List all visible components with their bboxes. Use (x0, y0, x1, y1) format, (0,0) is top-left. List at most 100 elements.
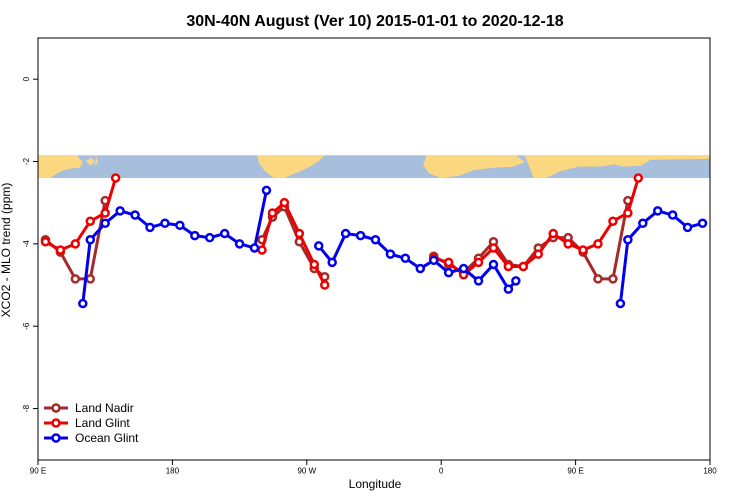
map-land (627, 155, 636, 167)
data-point-land-glint (279, 197, 290, 208)
y-tick-label: 0 (22, 76, 31, 81)
map-land (94, 156, 98, 167)
data-point-land-nadir (608, 274, 618, 284)
data-point-land-glint (533, 249, 544, 259)
map-land (423, 155, 525, 178)
data-point-ocean-glint (85, 234, 96, 245)
data-point-ocean-glint (458, 263, 469, 274)
data-point-land-glint (70, 239, 81, 249)
data-point-land-glint (608, 216, 618, 226)
data-point-land-glint (593, 239, 603, 249)
data-point-land-glint (100, 208, 110, 218)
data-point-land-glint (443, 257, 454, 268)
data-point-ocean-glint (78, 298, 88, 309)
series-land-glint (40, 173, 644, 290)
data-point-ocean-glint (100, 218, 110, 229)
x-axis: 90 E 180 90 W 0 90 E 180 (30, 460, 717, 476)
data-point-land-glint (633, 173, 644, 183)
data-point-ocean-glint (115, 206, 125, 216)
legend-marker-land-nadir (51, 403, 61, 413)
data-point-ocean-glint (503, 284, 514, 294)
data-point-land-glint (85, 216, 96, 226)
y-tick-label: -6 (22, 322, 31, 330)
chart-title: 30N-40N August (Ver 10) 2015-01-01 to 20… (186, 13, 563, 30)
data-point-land-glint (503, 261, 514, 272)
data-point-ocean-glint (313, 241, 324, 251)
legend-label-ocean-glint: Ocean Glint (75, 431, 139, 445)
data-point-land-glint (518, 261, 529, 272)
data-point-land-nadir (85, 274, 96, 284)
data-point-land-nadir (593, 274, 603, 284)
data-point-ocean-glint (652, 206, 663, 216)
series-layer (40, 173, 708, 309)
data-point-ocean-glint (511, 276, 521, 286)
data-point-ocean-glint (473, 276, 484, 286)
data-point-land-nadir (70, 274, 81, 284)
data-point-land-glint (488, 243, 499, 253)
data-point-ocean-glint (160, 218, 170, 229)
data-point-ocean-glint (400, 253, 411, 264)
x-axis-label: Longitude (349, 477, 402, 491)
data-point-ocean-glint (623, 234, 633, 245)
data-point-ocean-glint (219, 228, 230, 239)
data-point-ocean-glint (428, 255, 439, 266)
data-point-ocean-glint (615, 298, 626, 309)
world-map-strip (38, 155, 710, 178)
map-land (611, 156, 627, 166)
data-point-ocean-glint (667, 210, 678, 220)
legend-label-land-nadir: Land Nadir (75, 401, 134, 415)
series-line-land-glint (433, 177, 640, 277)
data-point-ocean-glint (249, 243, 260, 253)
legend-label-land-glint: Land Glint (75, 416, 130, 430)
data-point-ocean-glint (355, 230, 366, 241)
data-point-ocean-glint (327, 257, 337, 268)
data-point-land-glint (578, 245, 588, 255)
data-point-land-glint (623, 208, 633, 218)
data-point-ocean-glint (488, 259, 499, 270)
data-point-land-glint (473, 257, 484, 268)
data-point-ocean-glint (370, 234, 381, 245)
x-tick-label: 90 E (30, 467, 46, 476)
data-point-land-glint (563, 239, 573, 249)
series-line-ocean-glint (317, 232, 517, 291)
data-point-ocean-glint (261, 185, 272, 196)
data-point-land-glint (55, 245, 66, 255)
y-axis: 0 -2 -4 -6 -8 (22, 76, 38, 412)
y-tick-label: -4 (22, 240, 31, 248)
data-point-ocean-glint (415, 263, 426, 274)
data-point-ocean-glint (638, 218, 648, 229)
data-point-ocean-glint (175, 220, 185, 231)
data-point-ocean-glint (697, 218, 708, 229)
data-point-land-glint (267, 208, 278, 218)
data-point-ocean-glint (130, 210, 140, 220)
data-point-ocean-glint (340, 228, 351, 239)
x-tick-label: 180 (166, 467, 180, 476)
data-point-ocean-glint (234, 239, 245, 249)
map-land (85, 157, 95, 166)
y-tick-label: -8 (22, 404, 31, 412)
legend-marker-ocean-glint (51, 433, 61, 443)
x-tick-label: 180 (703, 467, 717, 476)
data-point-ocean-glint (682, 222, 693, 233)
data-point-land-glint (319, 280, 330, 290)
legend-marker-land-glint (51, 418, 61, 428)
data-point-ocean-glint (145, 222, 155, 233)
data-point-land-glint (40, 237, 51, 247)
data-point-land-glint (110, 173, 121, 183)
plot-frame (37, 37, 711, 461)
map-land (257, 155, 325, 178)
map-land (524, 155, 710, 178)
y-tick-label: -2 (22, 157, 31, 165)
data-point-ocean-glint (385, 249, 396, 259)
series-land-nadir (40, 195, 633, 284)
data-point-ocean-glint (443, 267, 454, 278)
data-point-land-glint (257, 245, 267, 255)
data-point-ocean-glint (190, 230, 200, 241)
map-land (38, 155, 83, 178)
data-point-land-glint (548, 228, 558, 239)
y-axis-label: XCO2 - MLO trend (ppm) (0, 183, 13, 318)
data-point-ocean-glint (204, 232, 215, 243)
x-tick-label: 0 (439, 467, 444, 476)
